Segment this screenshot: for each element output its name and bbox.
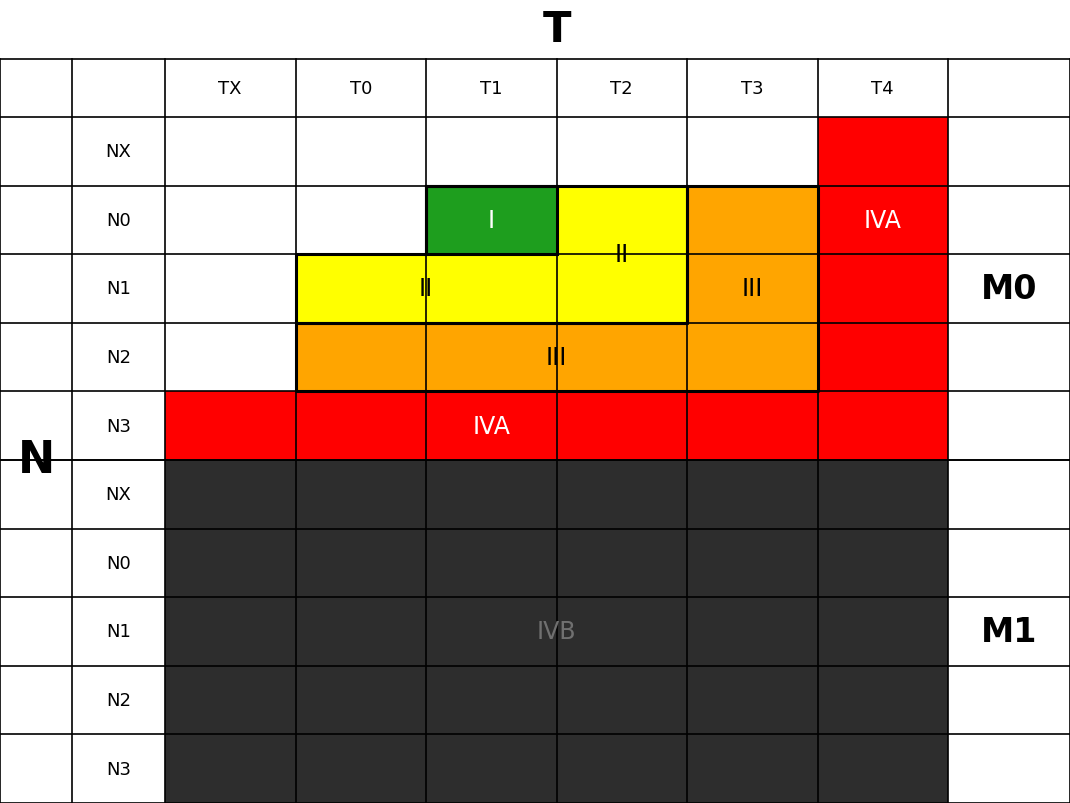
Bar [426,392,556,460]
Bar [556,324,687,392]
Bar [295,255,426,324]
Bar [817,324,948,392]
Text: N3: N3 [106,760,131,778]
Text: N3: N3 [106,418,131,435]
Bar [426,324,556,392]
Text: II: II [614,243,629,267]
Bar [817,255,948,324]
Bar [687,324,817,392]
Bar [165,392,295,460]
Bar [426,186,556,255]
Text: M1: M1 [981,615,1037,648]
Text: T: T [542,9,570,51]
Bar [426,186,556,255]
Bar [556,186,687,255]
Bar [165,460,948,803]
Text: IVA: IVA [863,209,902,233]
Text: T1: T1 [480,80,503,98]
Bar [295,392,426,460]
Text: III: III [742,277,763,301]
Bar [817,118,948,186]
Text: T0: T0 [350,80,372,98]
Text: IVB: IVB [537,620,577,644]
Bar [687,392,817,460]
Bar [295,324,426,392]
Bar [817,392,948,460]
Bar [817,186,948,255]
Text: N0: N0 [106,212,131,230]
Bar [687,186,817,255]
Bar [556,392,687,460]
Text: TX: TX [218,80,242,98]
Text: T3: T3 [740,80,764,98]
Text: III: III [546,345,567,369]
Text: N: N [17,439,55,482]
Text: T4: T4 [871,80,895,98]
Text: N2: N2 [106,349,131,367]
Text: N2: N2 [106,691,131,709]
Text: N1: N1 [106,622,131,641]
Text: N0: N0 [106,554,131,573]
Bar [426,255,556,324]
Bar [556,255,687,324]
Text: II: II [418,277,433,301]
Bar [687,255,817,324]
Text: M0: M0 [981,273,1037,306]
Text: N1: N1 [106,280,131,298]
Text: I: I [488,209,494,233]
Text: T2: T2 [611,80,633,98]
Text: IVA: IVA [472,414,510,438]
Text: NX: NX [106,143,132,161]
Text: NX: NX [106,486,132,503]
